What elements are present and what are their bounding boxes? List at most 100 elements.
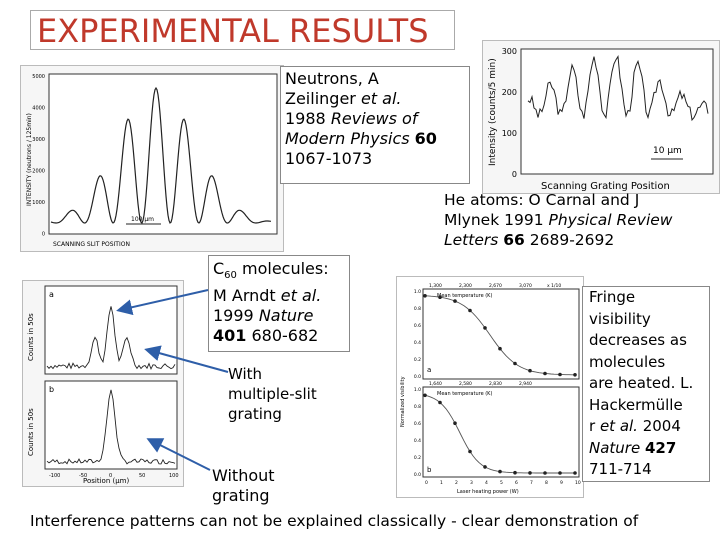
neutron-xlabel: SCANNING SLIT POSITION — [53, 241, 130, 248]
without-line1: Without — [212, 466, 275, 485]
fringe-point — [528, 368, 532, 373]
c60-sub: 60 — [224, 270, 237, 282]
c60-xtick: 0 — [109, 473, 112, 479]
fringe-l1: Fringe — [589, 288, 636, 306]
c60-ylabel-a: Counts in 50s — [27, 313, 35, 361]
fringe-caption: Fringe visibility decreases as molecules… — [582, 286, 710, 482]
fringe-point — [483, 465, 487, 469]
c60-caption: C60 molecules: M Arndt et al. 1999 Natur… — [208, 255, 350, 352]
c60-year: 1999 — [213, 306, 259, 326]
fringe-top-tick: 2,830 — [489, 381, 502, 387]
c60-xtick: -100 — [49, 473, 60, 479]
fringe-point — [438, 295, 442, 299]
fringe-top-tick: 2,940 — [519, 381, 532, 387]
fringe-top-tick-x: x 1/10 — [547, 283, 561, 289]
helium-ytick: 300 — [502, 47, 517, 56]
helium-journal-a: Physical Review — [548, 211, 673, 229]
fringe-point — [483, 326, 487, 330]
fringe-plot-svg: 1,300 2,300 2,670 3,070 x 1/10 1,640 2,580 2,8… — [400, 283, 581, 495]
fringe-point — [498, 346, 502, 351]
neutron-author: Zeilinger — [285, 89, 361, 108]
fringe-xtick: 5 — [500, 480, 503, 486]
helium-xlabel: Scanning Grating Position — [541, 181, 670, 192]
c60-c: C — [213, 259, 225, 278]
helium-caption-line1: He atoms: O Carnal and J — [444, 191, 640, 209]
fringe-xtick: 4 — [485, 480, 488, 486]
helium-volume: 66 — [503, 231, 525, 249]
fringe-point — [498, 469, 502, 474]
fringe-xlabel-top-b: Mean temperature (K) — [437, 391, 492, 397]
fringe-top-tick: 2,300 — [459, 283, 472, 289]
fringe-ytick: 1.0 — [414, 289, 421, 295]
fringe-xtick: 3 — [470, 480, 473, 486]
fringe-point — [528, 471, 532, 475]
neutron-ytick: 3000 — [32, 137, 45, 143]
fringe-xtick: 10 — [575, 480, 581, 486]
fringe-year: 2004 — [637, 417, 681, 435]
neutron-plot-svg: 5000 4000 3000 2000 1000 0 INTENSITY (neutron… — [26, 73, 278, 248]
c60-panel-b: b — [49, 385, 54, 394]
fringe-ytick: 0.0 — [414, 374, 421, 380]
without-line2: grating — [212, 486, 270, 505]
fringe-l7a: r — [589, 417, 600, 435]
neutron-ylabel: INTENSITY (neutrons / 125min) — [26, 113, 33, 206]
without-grating-label: Without grating — [212, 466, 312, 506]
fringe-xtick: 8 — [545, 480, 548, 486]
fringe-point — [423, 393, 427, 398]
fringe-l2: visibility — [589, 309, 651, 328]
c60-xtick: 100 — [169, 473, 179, 479]
fringe-ytick: 0.0 — [414, 472, 421, 478]
fringe-point — [558, 471, 562, 475]
c60-journal: Nature — [258, 306, 314, 326]
fringe-ytick: 0.8 — [414, 404, 421, 410]
neutron-interference-plot: 5000 4000 3000 2000 1000 0 INTENSITY (neutron… — [20, 65, 284, 252]
helium-ytick: 200 — [502, 88, 517, 97]
page-title: EXPERIMENTAL RESULTS — [30, 10, 455, 50]
c60-author: M Arndt — [213, 286, 281, 306]
fringe-journal: Nature — [589, 438, 645, 457]
multislit-label: With multiple-slit grating — [228, 364, 338, 424]
helium-plot-svg: 300 200 100 0 Intensity (counts/5 min) 10 μ… — [488, 47, 714, 192]
multislit-line2: multiple-slit — [228, 385, 317, 403]
c60-volume: 401 — [213, 326, 247, 346]
footer-conclusion: Interference patterns can not be explain… — [30, 512, 639, 530]
c60-xtick: -50 — [79, 473, 87, 479]
fringe-xtick: 6 — [515, 480, 518, 486]
fringe-l5: are heated. L. — [589, 374, 694, 392]
neutron-ytick: 1000 — [32, 200, 45, 206]
c60-ylabel-b: Counts in 50s — [27, 408, 35, 456]
helium-ytick: 0 — [512, 170, 517, 179]
neutron-caption-line1: Neutrons, A — [285, 69, 379, 88]
fringe-xlabel-top-a: Mean temperature (K) — [437, 293, 492, 299]
neutron-ytick: 0 — [42, 232, 45, 238]
neutron-journal-b: Modern Physics — [285, 129, 415, 148]
neutron-volume: 60 — [414, 129, 437, 148]
fringe-top-tick: 1,640 — [429, 381, 442, 387]
fringe-top-tick: 3,070 — [519, 283, 532, 289]
fringe-xtick: 2 — [455, 480, 458, 486]
fringe-top-tick: 2,580 — [459, 381, 472, 387]
neutron-ytick: 2000 — [32, 169, 45, 175]
fringe-xtick: 0 — [425, 480, 428, 486]
c60-plot-svg: a b Counts in 50s Counts in 50s -100 -50 0… — [27, 285, 179, 485]
fringe-ytick: 0.6 — [414, 323, 421, 329]
fringe-point — [468, 308, 472, 313]
fringe-point — [543, 371, 547, 376]
c60-molecules: molecules: — [236, 259, 329, 278]
fringe-ytick: 1.0 — [414, 387, 421, 393]
fringe-xtick: 9 — [560, 480, 563, 486]
c60-panel-a: a — [49, 290, 54, 299]
fringe-volume: 427 — [644, 438, 677, 457]
fringe-point — [543, 471, 547, 475]
fringe-visibility-plot: 1,300 2,300 2,670 3,070 x 1/10 1,640 2,580 2,8… — [396, 276, 584, 498]
fringe-point — [513, 361, 517, 366]
neutron-year: 1988 — [285, 109, 331, 128]
fringe-point — [558, 372, 562, 377]
fringe-ytick: 0.6 — [414, 421, 421, 427]
helium-interference-plot: 300 200 100 0 Intensity (counts/5 min) 10 μ… — [482, 40, 720, 194]
fringe-point — [423, 294, 427, 298]
fringe-ylabel: Normalized visibility — [400, 376, 406, 427]
fringe-xlabel-bottom: Laser heating power (W) — [457, 489, 519, 495]
fringe-l6: Hackermülle — [589, 395, 683, 414]
fringe-panel-b: b — [427, 466, 432, 474]
